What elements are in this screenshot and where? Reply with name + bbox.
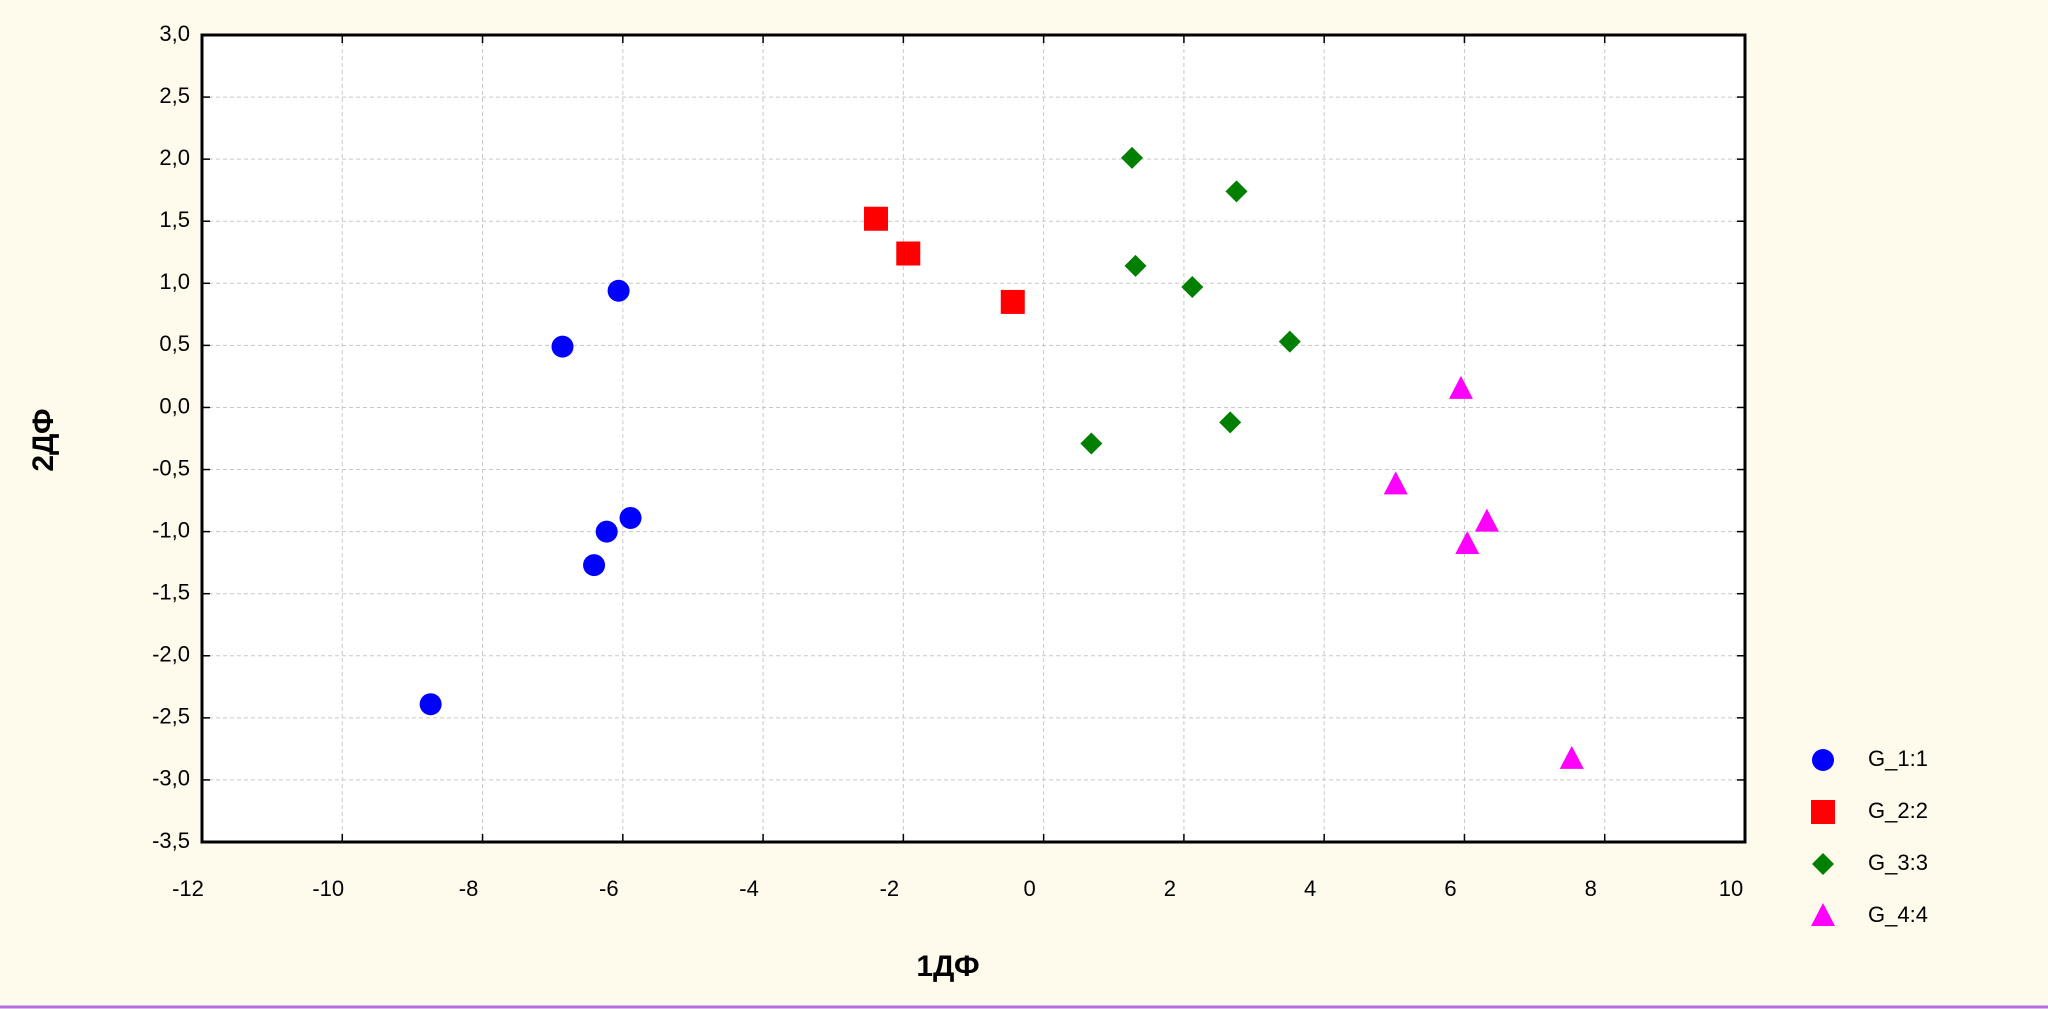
y-tick-label: 2,5	[159, 83, 190, 108]
legend-marker	[1812, 749, 1834, 771]
y-tick-label: 1,5	[159, 207, 190, 232]
point	[1000, 289, 1025, 314]
legend-label: G_4:4	[1868, 902, 1928, 927]
y-tick-label: 0,5	[159, 331, 190, 356]
point	[1383, 471, 1408, 495]
y-tick-label: -2,0	[152, 642, 190, 667]
y-tick-label: 0,0	[159, 393, 190, 418]
x-tick-label: 4	[1304, 876, 1316, 901]
x-tick-label: -12	[172, 876, 204, 901]
point	[896, 241, 921, 266]
point	[1124, 254, 1147, 277]
x-tick-label: -2	[880, 876, 900, 901]
legend-label: G_2:2	[1868, 798, 1928, 823]
x-axis-title: 1ДФ	[916, 950, 979, 983]
plot-area	[202, 35, 1745, 842]
legend-label: G_3:3	[1868, 850, 1928, 875]
point	[1080, 432, 1103, 455]
point	[551, 335, 574, 358]
x-tick-label: 8	[1585, 876, 1597, 901]
point	[595, 520, 618, 543]
point	[1219, 411, 1242, 434]
point	[1559, 745, 1584, 769]
x-tick-label: -10	[312, 876, 344, 901]
plot-frame	[200, 33, 1747, 844]
point	[583, 554, 606, 577]
y-tick-label: -1,0	[152, 517, 190, 542]
legend-marker	[1811, 903, 1835, 926]
y-tick-label: -0,5	[152, 455, 190, 480]
x-tick-label: -8	[459, 876, 479, 901]
point	[1225, 180, 1248, 203]
x-tick-label: 10	[1719, 876, 1743, 901]
y-tick-label: 2,0	[159, 145, 190, 170]
x-tick-label: -6	[599, 876, 619, 901]
y-tick-label: 1,0	[159, 269, 190, 294]
x-tick-label: -4	[739, 876, 759, 901]
point	[419, 693, 442, 716]
y-tick-label: -3,0	[152, 766, 190, 791]
y-tick-label: -2,5	[152, 704, 190, 729]
point	[1448, 375, 1473, 399]
x-tick-label: 0	[1024, 876, 1036, 901]
point	[607, 279, 630, 302]
point	[1278, 330, 1301, 353]
point	[1455, 531, 1480, 555]
legend-marker	[1812, 853, 1834, 875]
point	[1121, 146, 1144, 169]
legend-label: G_1:1	[1868, 746, 1928, 771]
legend-marker	[1811, 800, 1835, 824]
y-axis-title: 2ДФ	[27, 408, 60, 471]
y-tick-label: 3,0	[159, 21, 190, 46]
point	[1181, 276, 1204, 299]
x-tick-label: 2	[1164, 876, 1176, 901]
point	[619, 506, 642, 529]
x-tick-label: 6	[1444, 876, 1456, 901]
point	[1474, 508, 1499, 532]
y-tick-label: -3,5	[152, 828, 190, 853]
point	[864, 206, 889, 231]
y-tick-label: -1,5	[152, 580, 190, 605]
